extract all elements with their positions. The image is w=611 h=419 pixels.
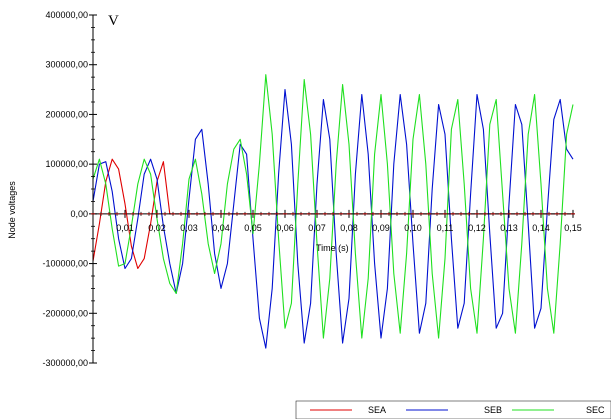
y-tick-label: 300000,00 [45, 60, 88, 70]
x-tick-label: 0,05 [244, 223, 262, 233]
axes: 400000,00 300000,00 200000,00 100000,00 0,00… [42, 10, 581, 368]
y-tick-label: -200000,00 [42, 308, 88, 318]
series-layer [92, 74, 574, 349]
x-tick-label: 0,02 [148, 223, 166, 233]
legend-label-sec: SEC [586, 405, 605, 415]
unit-label: V [108, 13, 119, 29]
y-axis-title: Node voltages [7, 181, 17, 239]
y-tick-label: 100000,00 [45, 159, 88, 169]
series-line-sec [92, 74, 574, 339]
x-tick-label: 0,08 [340, 223, 358, 233]
legend: SEA SEB SEC [295, 400, 611, 419]
legend-box [295, 400, 611, 419]
y-tick-label: 200000,00 [45, 109, 88, 119]
x-tick-label: 0,01 [116, 223, 134, 233]
x-tick-label: 0,14 [532, 223, 550, 233]
y-tick-label: -300000,00 [42, 358, 88, 368]
legend-label-sea: SEA [368, 405, 386, 415]
y-tick-label: -100000,00 [42, 259, 88, 269]
legend-label-seb: SEB [484, 405, 502, 415]
x-tick-label: 0,09 [372, 223, 390, 233]
x-tick-label: 0,10 [404, 223, 422, 233]
x-tick-label: 0,13 [500, 223, 518, 233]
x-tick-label: 0,11 [437, 223, 454, 233]
x-tick-label: 0,06 [276, 223, 294, 233]
y-tick-label: 0,00 [70, 209, 88, 219]
series-line-seb [92, 89, 574, 349]
x-tick-label: 0,07 [308, 223, 326, 233]
x-axis-title: Time (s) [316, 243, 349, 253]
x-tick-label: 0,04 [212, 223, 230, 233]
x-tick-label: 0,12 [468, 223, 486, 233]
y-tick-label: 400000,00 [45, 10, 88, 20]
x-tick-label: 0,03 [180, 223, 198, 233]
x-tick-label: 0,15 [564, 223, 582, 233]
